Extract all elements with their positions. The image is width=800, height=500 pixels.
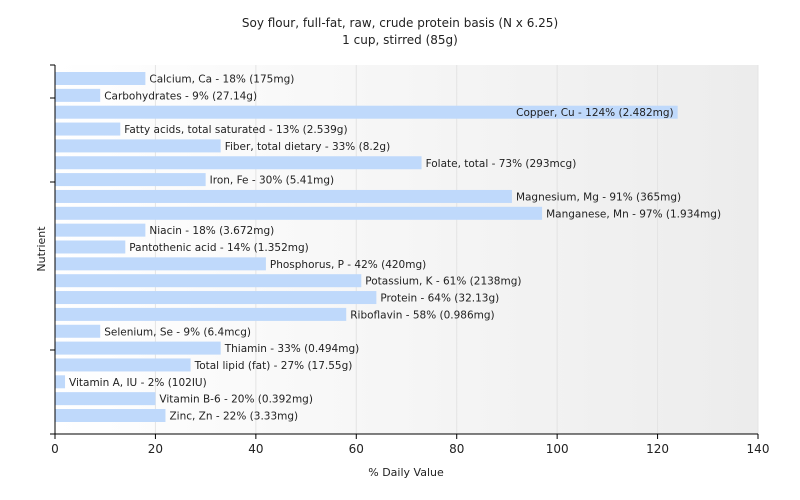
bar-label: Zinc, Zn - 22% (3.33mg) [169,411,298,423]
bar-label: Manganese, Mn - 97% (1.934mg) [546,208,721,220]
axes: 0 20 40 60 80 100 120 140 [50,64,770,456]
bar-label: Thiamin - 33% (0.494mg) [224,343,360,355]
bar [55,274,362,288]
bar [55,139,221,153]
bar-label: Total lipid (fat) - 27% (17.55g) [194,360,353,372]
x-tick-label: 80 [449,442,464,456]
bar-label: Protein - 64% (32.13g) [380,293,499,305]
x-tick-label: 40 [248,442,263,456]
bar-label: Iron, Fe - 30% (5.41mg) [210,175,334,187]
x-tick-label: 0 [51,442,59,456]
bar [55,257,266,271]
bar [55,240,126,254]
bar [55,341,221,355]
bar-label: Folate, total - 73% (293mcg) [426,158,577,170]
bar-label: Phosphorus, P - 42% (420mg) [270,259,426,271]
bar-label: Fatty acids, total saturated - 13% (2.53… [124,124,347,136]
bar [55,72,146,85]
bar [55,392,156,406]
x-tick-label: 140 [747,442,770,456]
bar [55,358,191,372]
bar-label: Calcium, Ca - 18% (175mg) [149,74,294,86]
x-tick-label: 100 [546,442,569,456]
bar-label: Fiber, total dietary - 33% (8.2g) [225,141,390,153]
bar [55,324,101,338]
x-tick-label: 120 [646,442,669,456]
plot-area [55,65,758,434]
x-tick-label: 60 [349,442,364,456]
chart-subtitle: 1 cup, stirred (85g) [342,33,458,47]
bar [55,223,146,237]
x-tick-label: 20 [148,442,163,456]
chart-title: Soy flour, full-fat, raw, crude protein … [242,16,558,30]
bar [55,173,206,187]
bar-label: Potassium, K - 61% (2138mg) [365,276,521,288]
bar [55,375,66,389]
bar [55,105,678,119]
bar-label: Vitamin B-6 - 20% (0.392mg) [159,394,313,406]
bar-label: Magnesium, Mg - 91% (365mg) [516,191,681,203]
bar-label: Riboflavin - 58% (0.986mg) [350,309,494,321]
bar-label: Vitamin A, IU - 2% (102IU) [69,377,207,389]
bars: Calcium, Ca - 18% (175mg) Carbohydrates -… [55,72,721,423]
bar [55,122,121,136]
bar [55,307,347,321]
x-axis-label: % Daily Value [368,466,444,479]
bar-label: Pantothenic acid - 14% (1.352mg) [129,242,308,254]
bar [55,206,543,220]
bar [55,409,166,422]
grid [154,65,759,434]
bar-label: Niacin - 18% (3.672mg) [149,225,274,237]
bar [55,156,422,170]
bar-label: Copper, Cu - 124% (2.482mg) [516,107,674,119]
y-axis-label: Nutrient [35,226,48,272]
bar-label: Carbohydrates - 9% (27.14g) [104,90,257,102]
bar-label: Selenium, Se - 9% (6.4mcg) [104,326,251,338]
bar [55,189,512,203]
bar [55,291,377,305]
bar [55,88,101,102]
